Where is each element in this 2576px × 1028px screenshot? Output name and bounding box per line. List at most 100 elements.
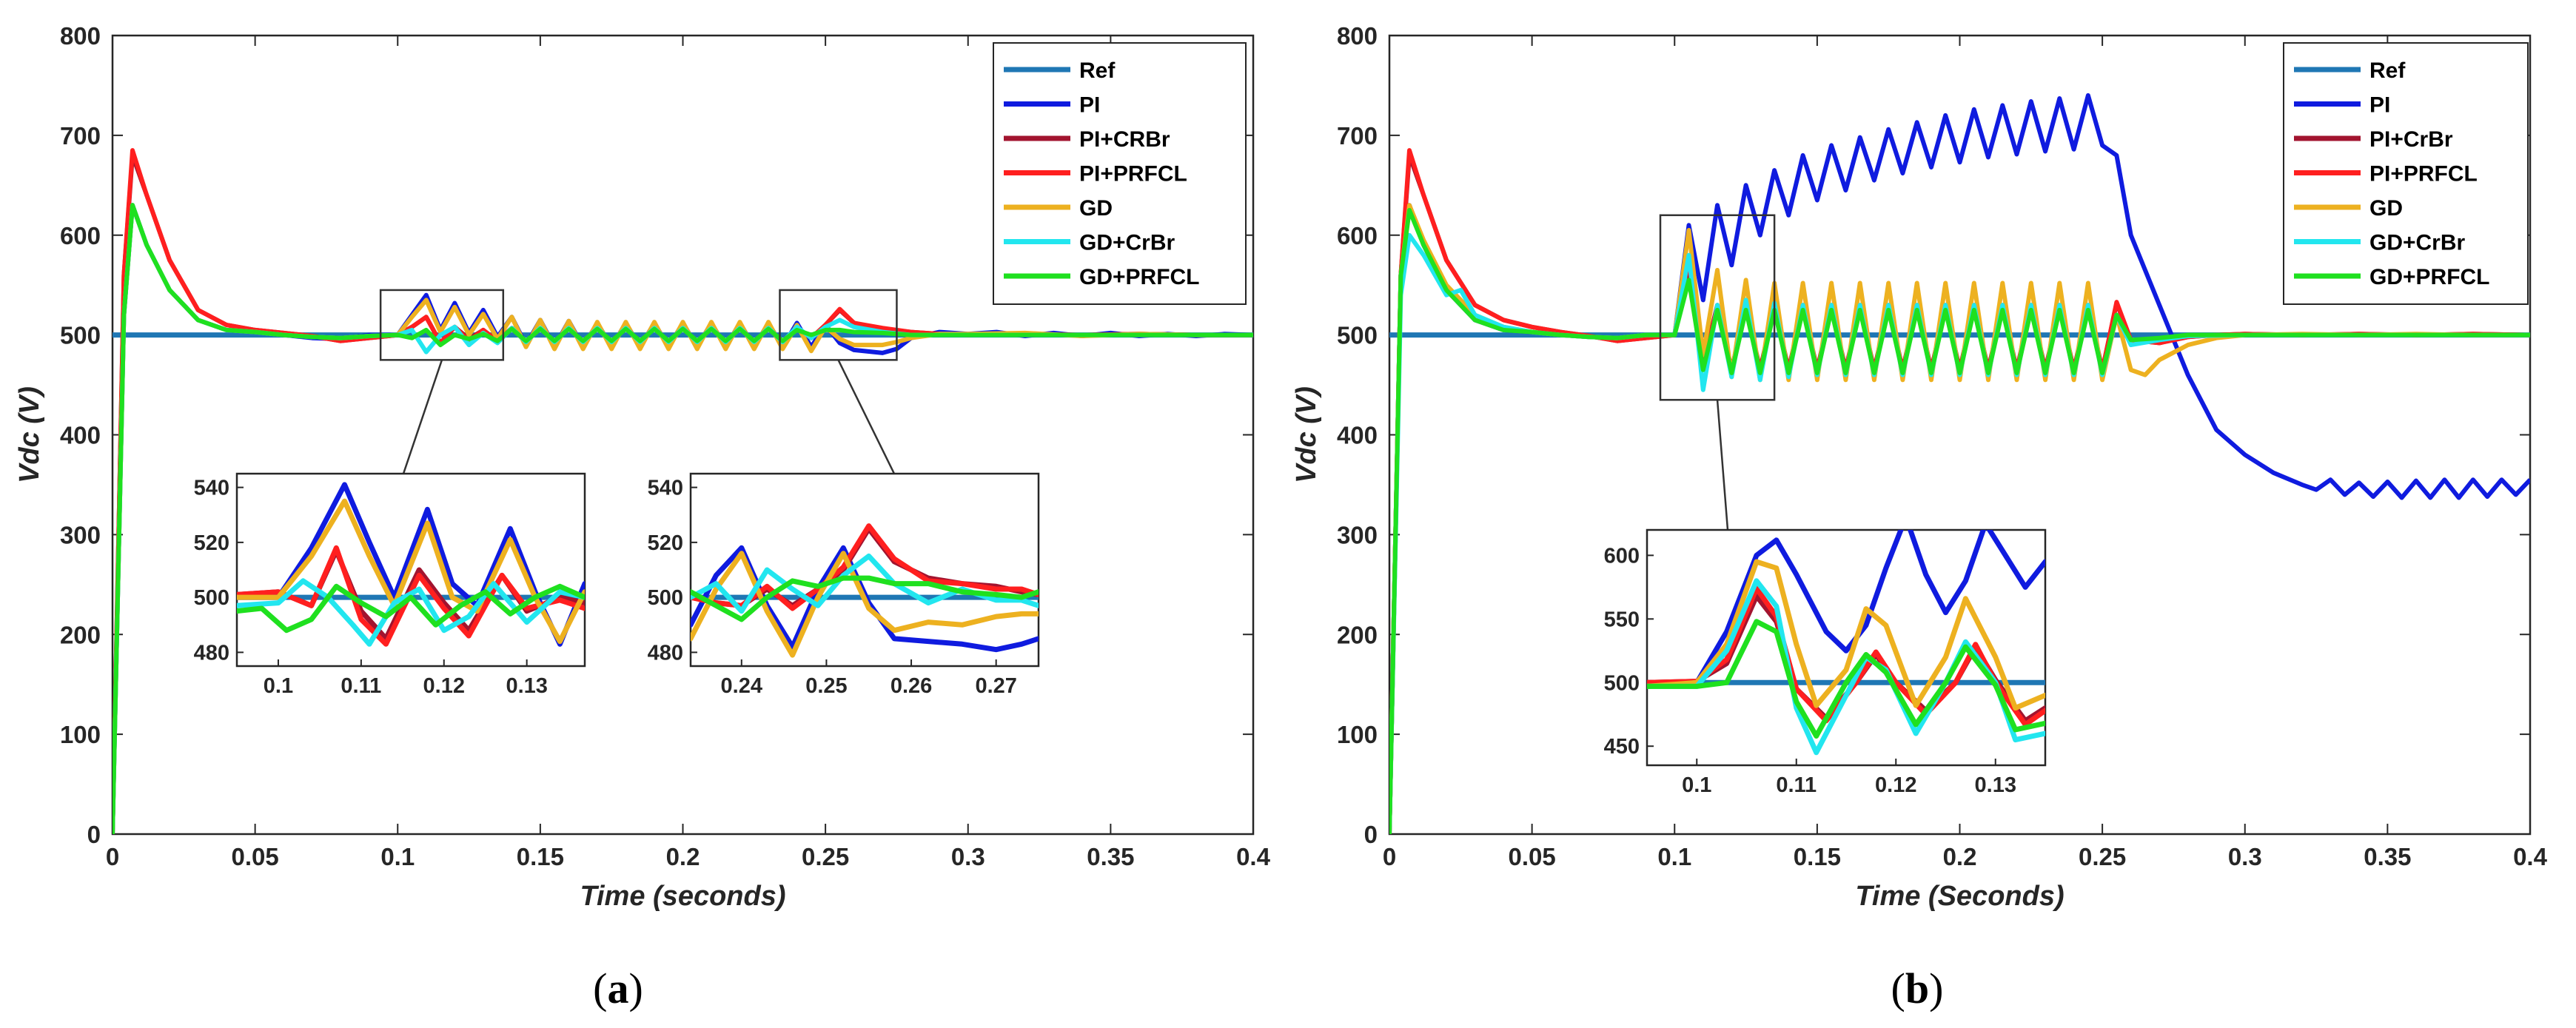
zoom-box xyxy=(779,289,898,361)
x-tick-label: 0.3 xyxy=(951,843,985,870)
inset-y-tick-label: 450 xyxy=(1604,735,1640,759)
inset-x-tick-label: 0.1 xyxy=(264,674,293,698)
legend-label: PI xyxy=(2369,93,2390,118)
series-group xyxy=(1389,93,2530,834)
y-tick-label: 800 xyxy=(1337,22,1378,50)
inset-y-tick-label: 520 xyxy=(648,531,683,555)
y-tick-label: 0 xyxy=(1364,821,1378,848)
x-tick-label: 0.2 xyxy=(1943,843,1977,870)
x-tick-label: 0.05 xyxy=(1509,843,1556,870)
y-tick-label: 100 xyxy=(60,721,101,748)
x-tick-label: 0.15 xyxy=(517,843,564,870)
inset-y-tick-label: 500 xyxy=(194,586,229,610)
legend: Ref PI PI+CRBr PI+PRFCL GD GD+CrBr GD+PRFCL xyxy=(993,42,1247,305)
inset-y-tick-label: 540 xyxy=(194,477,229,500)
y-tick-label: 400 xyxy=(1337,422,1378,449)
legend-label: GD xyxy=(2369,196,2403,221)
y-tick-label: 400 xyxy=(60,422,101,449)
inset-x-tick-label: 0.13 xyxy=(1975,773,2016,797)
x-tick-label: 0.2 xyxy=(666,843,700,870)
x-tick-label: 0.25 xyxy=(802,843,849,870)
zoom-connector xyxy=(1716,400,1729,531)
inset-y-tick-label: 540 xyxy=(648,477,683,500)
inset-y-tick-label: 600 xyxy=(1604,544,1640,568)
zoom-connector xyxy=(402,359,443,474)
legend-label: PI+CrBr xyxy=(2369,127,2453,152)
inset-y-tick-label: 500 xyxy=(648,586,683,610)
legend: Ref PI PI+CrBr PI+PRFCL GD GD+CrBr GD+PRFCL xyxy=(2283,42,2529,305)
y-tick-label: 500 xyxy=(1337,322,1378,349)
inset-x-tick-label: 0.1 xyxy=(1682,773,1711,797)
inset-x-tick-label: 0.27 xyxy=(975,674,1016,698)
legend-label: PI xyxy=(1079,93,1100,118)
inset-y-tick-label: 480 xyxy=(648,641,683,665)
x-axis-label: Time (seconds) xyxy=(580,881,785,912)
y-tick-label: 500 xyxy=(60,322,101,349)
x-axis-label: Time (Seconds) xyxy=(1855,881,2064,912)
legend-label: GD+CrBr xyxy=(2369,231,2466,255)
y-tick-label: 600 xyxy=(60,222,101,249)
inset-x-tick-label: 0.25 xyxy=(805,674,847,698)
legend-label: GD+PRFCL xyxy=(2369,265,2490,289)
y-tick-label: 700 xyxy=(1337,122,1378,150)
inset-series-line-gd-prfcl xyxy=(691,575,1039,622)
y-tick-label: 700 xyxy=(60,122,101,150)
inset-series-line-gd xyxy=(691,551,1039,658)
inset-series-line-gd-prfcl xyxy=(1647,619,2045,739)
x-tick-label: 0 xyxy=(1383,843,1396,870)
inset-series-line-gd-crbr xyxy=(237,578,585,647)
inset-series-line-pi-prfcl xyxy=(1647,585,2045,728)
x-tick-label: 0 xyxy=(106,843,119,870)
series-line-gd-prfcl xyxy=(1389,208,2530,834)
inset-b1: 0.1 0.11 0.12 0.13 450 500 550 600 xyxy=(1604,528,2047,797)
y-axis-label: Vdc (V) xyxy=(1291,386,1322,483)
x-tick-label: 0.4 xyxy=(2513,843,2548,870)
x-tick-label: 0.35 xyxy=(1087,843,1134,870)
inset-plot-area xyxy=(689,472,1040,668)
inset-y-tick-label: 500 xyxy=(1604,671,1640,695)
inset-x-tick-label: 0.12 xyxy=(1875,773,1916,797)
legend-label: PI+PRFCL xyxy=(2369,162,2478,187)
x-tick-label: 0.05 xyxy=(232,843,279,870)
x-tick-label: 0.25 xyxy=(2079,843,2126,870)
y-tick-label: 0 xyxy=(87,821,101,848)
legend-label: GD xyxy=(1079,196,1113,221)
subfigure-caption: (a) xyxy=(593,964,643,1012)
inset-series-line-gd-crbr xyxy=(691,553,1039,614)
inset-x-tick-label: 0.11 xyxy=(1776,773,1817,797)
zoom-connector xyxy=(837,359,896,474)
inset-x-tick-label: 0.26 xyxy=(890,674,932,698)
x-tick-label: 0.15 xyxy=(1794,843,1841,870)
legend-label: GD+PRFCL xyxy=(1079,265,1200,289)
inset-series-line-gd-prfcl xyxy=(237,583,585,634)
legend-label: GD+CrBr xyxy=(1079,231,1175,255)
x-tick-label: 0.1 xyxy=(380,843,415,870)
legend-label: Ref xyxy=(2369,58,2406,83)
inset-x-tick-label: 0.13 xyxy=(506,674,547,698)
x-tick-label: 0.4 xyxy=(1236,843,1271,870)
legend-label: PI+PRFCL xyxy=(1079,162,1187,187)
inset-a1: 0.1 0.11 0.12 0.13 480 500 520 540 xyxy=(194,472,586,698)
series-line-gd-prfcl xyxy=(113,203,1253,834)
inset-x-tick-label: 0.12 xyxy=(423,674,465,698)
y-tick-label: 300 xyxy=(60,521,101,548)
x-tick-label: 0.3 xyxy=(2228,843,2262,870)
y-tick-label: 600 xyxy=(1337,222,1378,249)
inset-series-line-gd xyxy=(1647,559,2045,711)
inset-x-tick-label: 0.24 xyxy=(721,674,762,698)
chart-a: 0 0.05 0.1 0.15 0.2 0.25 0.3 0.35 0.4 0 100 200 300 4… xyxy=(14,22,1271,1012)
x-tick-label: 0.1 xyxy=(1657,843,1691,870)
legend-label: Ref xyxy=(1079,58,1116,83)
inset-y-tick-label: 480 xyxy=(194,641,229,665)
x-tick-label: 0.35 xyxy=(2364,843,2411,870)
subfigure-caption: (b) xyxy=(1891,964,1944,1012)
chart-b: 0 0.05 0.1 0.15 0.2 0.25 0.3 0.35 0.4 0 100 200 300 4… xyxy=(1291,22,2548,1012)
legend-label: PI+CRBr xyxy=(1079,127,1170,152)
y-tick-label: 100 xyxy=(1337,721,1378,748)
y-axis-label: Vdc (V) xyxy=(14,386,45,483)
inset-series-line-pi-prfcl xyxy=(237,545,585,647)
inset-y-tick-label: 550 xyxy=(1604,608,1640,631)
series-group xyxy=(113,148,1253,834)
inset-a2: 0.24 0.25 0.26 0.27 480 500 520 540 xyxy=(648,472,1040,698)
